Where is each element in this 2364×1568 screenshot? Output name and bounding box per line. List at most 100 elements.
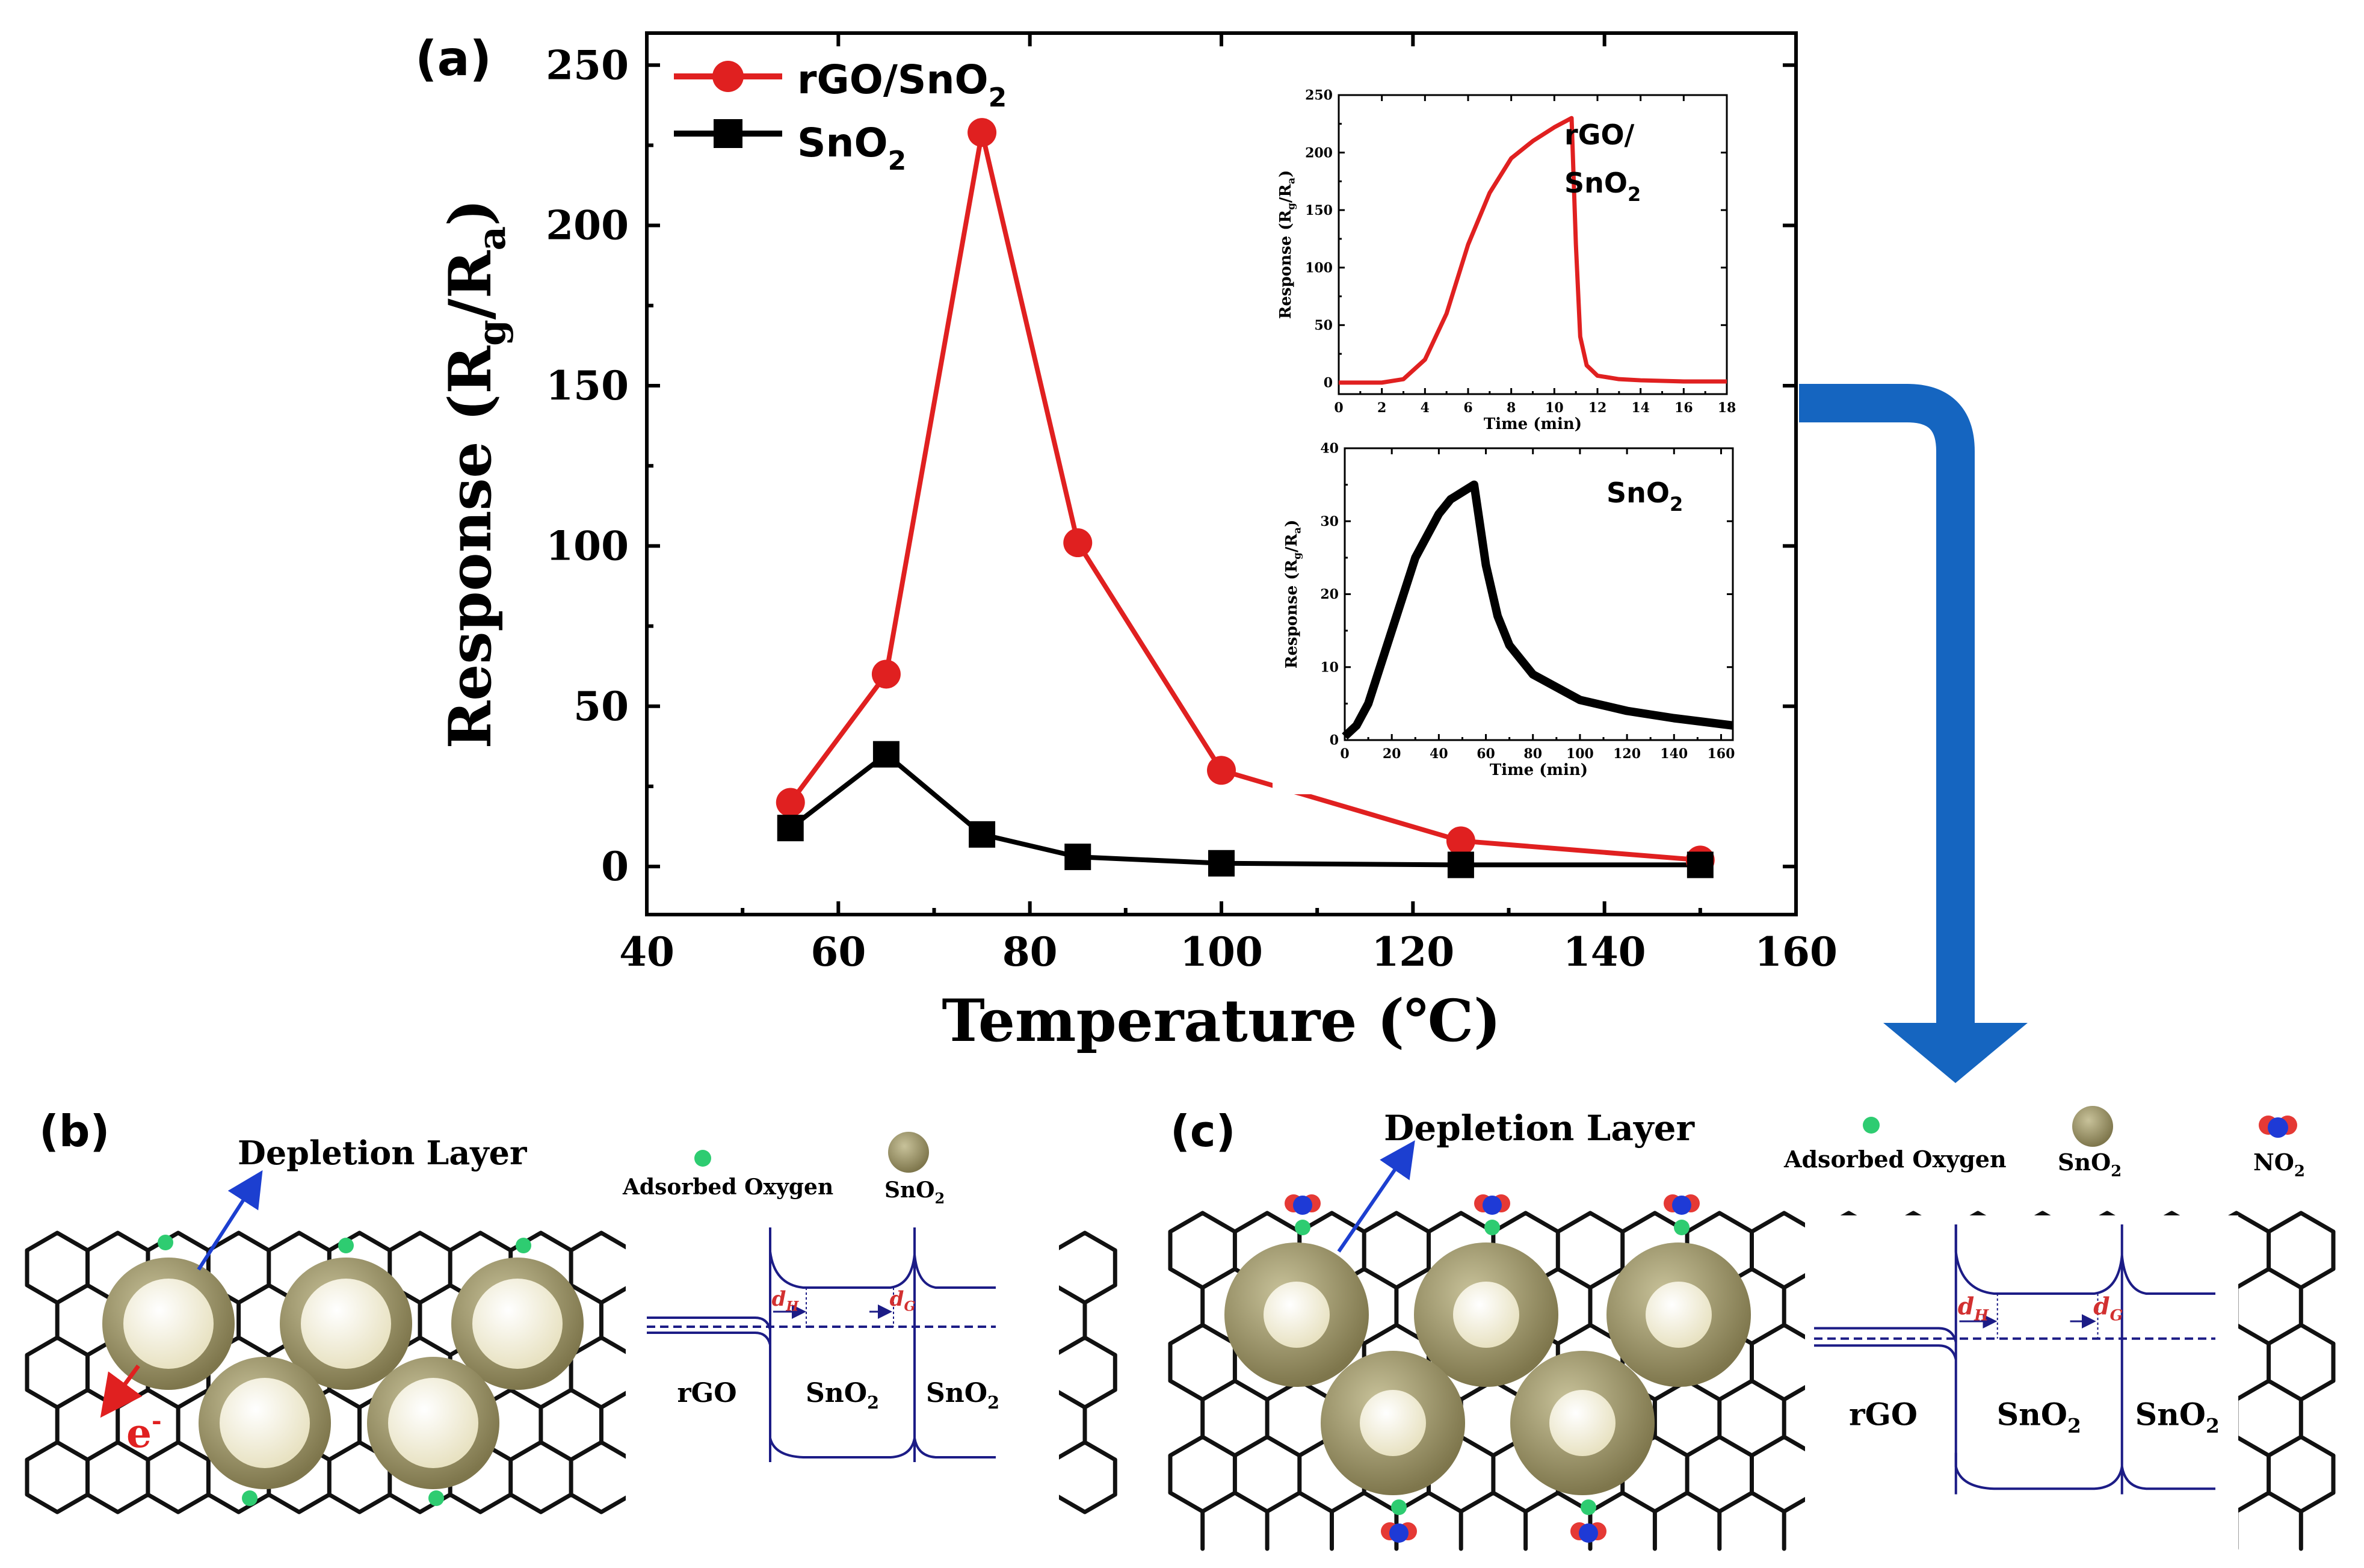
inset-top-ylabel-part: g [1285, 203, 1297, 210]
sno2-particle-core [1360, 1390, 1426, 1456]
data-point-rgo [1446, 826, 1475, 856]
sno2-particle-core [472, 1279, 563, 1369]
legend-sno2-label-b: SnO2 [884, 1178, 945, 1207]
legend-oxygen-label-b: Adsorbed Oxygen [622, 1174, 833, 1200]
data-point-sno2 [969, 821, 996, 848]
inset-top-xlabel: Time (min) [1484, 415, 1582, 433]
band-dg-label-main: d [890, 1287, 904, 1311]
legend-no2-label-c: NO2 [2253, 1149, 2305, 1181]
depletion-layer-label-c: Depletion Layer [1384, 1108, 1696, 1149]
inset-top-ylabel-part: a [1285, 177, 1297, 184]
legend-oxygen-label-c: Adsorbed Oxygen [1783, 1146, 2007, 1173]
inset-bottom-xtick-label: 20 [1383, 746, 1401, 762]
band-dh-label-sub: H [1974, 1306, 1989, 1324]
inset-top-xtick-label: 14 [1631, 400, 1650, 416]
legend-sno2-icon-b [888, 1132, 929, 1173]
inset-bottom-xtick-label: 40 [1430, 746, 1448, 762]
inset-chart-top: 0 2 4 6 8 10 12 14 16 18 0 50 100 150 200 250 Time (min)… [1267, 83, 1745, 448]
band-diagram-bg-c [1805, 1215, 2238, 1552]
band-valence [769, 1426, 996, 1458]
adsorbed-oxygen [428, 1490, 444, 1506]
band-label-sno2-a-main: SnO [1997, 1397, 2067, 1433]
main-ytick-label: 0 [601, 843, 629, 890]
band-label-sno2-b-sub: 2 [987, 1392, 999, 1413]
inset-top-ytick-label: 250 [1305, 88, 1333, 103]
band-dg-label-sub: G [2110, 1306, 2123, 1324]
inset-top-xtick-label: 2 [1377, 400, 1386, 416]
legend-label-rgo: rGO/SnO2 [797, 57, 1007, 113]
band-label-sno2-b-sub: 2 [2206, 1414, 2220, 1437]
sno2-particle-core [220, 1378, 310, 1468]
main-xtick-label: 40 [619, 928, 674, 975]
sno2-particles-c [1224, 1194, 1751, 1543]
inset-top-bg [1267, 83, 1745, 448]
depletion-layer-label-b: Depletion Layer [238, 1134, 527, 1172]
adsorbed-oxygen [1391, 1499, 1407, 1515]
inset-bottom-xtick-label: 100 [1566, 746, 1594, 762]
band-conduction [1954, 1224, 2215, 1295]
legend-bg-b [614, 1125, 1071, 1209]
inset-top-xtick-label: 12 [1588, 400, 1607, 416]
sno2-particle-core [1453, 1282, 1519, 1348]
band-label-rgo: rGO [677, 1378, 736, 1409]
main-ytick-label: 250 [546, 42, 629, 88]
main-xtick-label: 120 [1371, 928, 1454, 975]
inset-top-ytick-label: 150 [1305, 203, 1333, 218]
main-ylabel-part: ) [436, 199, 504, 226]
data-point-rgo [968, 118, 997, 147]
band-dh-label-sub: H [785, 1299, 799, 1315]
data-point-sno2 [1687, 851, 1714, 878]
band-dg-label: dG [2093, 1293, 2123, 1324]
band-label-rgo-main: rGO [1849, 1397, 1918, 1433]
sno2-particle-core [1646, 1282, 1712, 1348]
adsorbed-oxygen [1581, 1499, 1596, 1515]
depletion-layer-arrow-b [197, 1170, 263, 1271]
no2-nitrogen-atom [1389, 1523, 1409, 1543]
inset-bottom-xtick-label: 140 [1660, 746, 1688, 762]
electron-arrow [100, 1364, 143, 1418]
inset-bottom-label: SnO2 [1606, 477, 1683, 516]
band-dh-label: dH [772, 1287, 800, 1315]
sno2-particle-core [388, 1378, 478, 1468]
adsorbed-oxygen [1484, 1220, 1500, 1235]
inset-top-label-line2: SnO2 [1564, 167, 1641, 206]
band-dh-label-main: d [772, 1287, 786, 1311]
data-point-rgo [776, 788, 805, 817]
legend-marker-rgo [712, 61, 744, 92]
inset-top-xtick-label: 18 [1718, 400, 1736, 416]
band-label-sno2-a-main: SnO [806, 1378, 867, 1409]
legend-oxygen-icon-c [1863, 1117, 1880, 1134]
main-xlabel: Temperature (℃) [942, 987, 1501, 1055]
adsorbed-oxygen [1674, 1220, 1690, 1235]
inset-bottom-ylabel-part: a [1291, 527, 1303, 534]
inset-bottom-ylabel-part: ) [1283, 520, 1301, 527]
electron-label: e- [126, 1407, 162, 1457]
band-label-sno2-a-sub: 2 [867, 1392, 879, 1413]
sno2-particle-core [301, 1279, 391, 1369]
transition-arrow [1799, 384, 1975, 1023]
legend-sno2-label-c: SnO2 [2058, 1149, 2122, 1181]
depletion-layer-arrow-c [1337, 1140, 1415, 1253]
data-point-sno2 [1064, 844, 1091, 871]
inset-bottom-ytick-label: 40 [1320, 441, 1339, 457]
inset-bottom-ytick-label: 10 [1320, 659, 1339, 675]
no2-nitrogen-atom [1293, 1196, 1312, 1215]
inset-top-ylabel: Response (Rg/Ra) [1277, 170, 1297, 319]
inset-top-xtick-label: 0 [1334, 400, 1343, 416]
main-xtick-label: 100 [1180, 928, 1263, 975]
band-label-rgo: rGO [1849, 1397, 1918, 1433]
inset-top-ytick-label: 0 [1324, 375, 1333, 391]
inset-bottom-ytick-label: 20 [1320, 587, 1339, 602]
band-label-sno2-a-sub: 2 [2067, 1414, 2081, 1437]
inset-top-ylabel-part: Response (R [1277, 210, 1295, 319]
adsorbed-oxygen [158, 1235, 173, 1250]
legend-marker-sno2 [714, 119, 742, 148]
band-label-sno2-b-main: SnO [2135, 1397, 2206, 1433]
inset-top-series-line [1339, 116, 1727, 385]
band-dg-label: dG [890, 1287, 916, 1315]
main-ytick-label: 150 [546, 362, 629, 409]
